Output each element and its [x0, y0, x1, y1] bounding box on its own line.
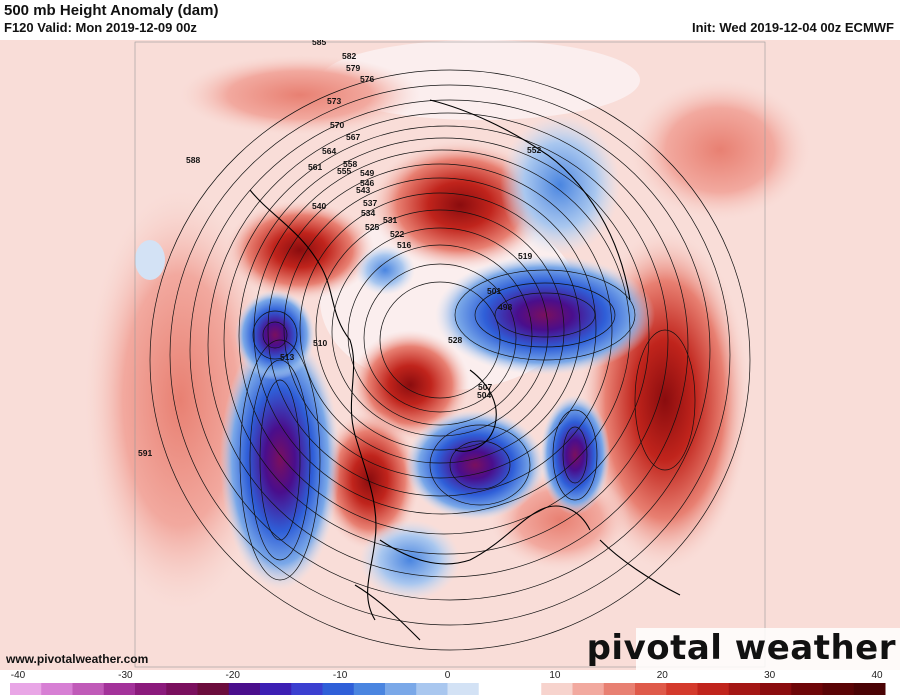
colorbar [10, 683, 886, 695]
anomaly-map: 585 582 579 576 573 570 567 564 561 558 … [0, 40, 900, 670]
colorbar-swatch [541, 683, 573, 695]
contour-label: 498 [498, 302, 512, 312]
brand-logo: pivotal weather [586, 628, 896, 668]
contour-label: 579 [346, 63, 360, 73]
colorbar-swatch [228, 683, 261, 695]
contour-label: 516 [397, 240, 411, 250]
colorbar-tick-label: 40 [871, 670, 883, 681]
map-title: 500 mb Height Anomaly (dam) [4, 2, 219, 19]
colorbar-swatch [478, 683, 511, 695]
colorbar-swatch [635, 683, 667, 695]
colorbar-swatch [510, 683, 542, 695]
colorbar-tick-label: 10 [549, 670, 561, 681]
contour-label: 537 [363, 198, 377, 208]
colorbar-swatch [135, 683, 167, 695]
colorbar-swatch [447, 683, 480, 695]
contour-label: 573 [327, 96, 341, 106]
negative-anomalies [135, 115, 655, 600]
colorbar-tick-label: 0 [444, 670, 451, 681]
colorbar-swatch [666, 683, 698, 695]
colorbar-swatch [853, 683, 886, 695]
colorbar-tick-label: -30 [118, 670, 133, 681]
colorbar-tick-label: 30 [764, 670, 776, 681]
website-url[interactable]: www.pivotalweather.com [6, 652, 149, 666]
contour-label: 528 [448, 335, 462, 345]
contour-label: 519 [518, 251, 532, 261]
colorbar-swatch [322, 683, 355, 695]
contour-label: 501 [487, 286, 501, 296]
header: 500 mb Height Anomaly (dam) F120 Valid: … [0, 0, 900, 40]
contour-label: 513 [280, 352, 294, 362]
colorbar-swatch [728, 683, 761, 695]
colorbar-swatch [197, 683, 230, 695]
contour-label: 522 [390, 229, 404, 239]
contour-label: 507 [478, 382, 492, 392]
coastlines [249, 99, 681, 641]
colorbar-swatch [10, 683, 42, 695]
colorbar-swatch [822, 683, 855, 695]
colorbar-swatch [572, 683, 605, 695]
contour-label: 531 [383, 215, 397, 225]
contour-label: 561 [308, 162, 322, 172]
colorbar-swatch [697, 683, 730, 695]
contour-label: 576 [360, 74, 374, 84]
colorbar-swatch [791, 683, 823, 695]
colorbar-swatch [291, 683, 323, 695]
contour-label: 549 [360, 168, 374, 178]
contour-label: 567 [346, 132, 360, 142]
contour-label: 525 [365, 222, 379, 232]
colorbar-swatch [603, 683, 636, 695]
colorbar-swatch [353, 683, 386, 695]
colorbar-tick-label: -20 [225, 670, 240, 681]
contour-label: 585 [312, 40, 326, 47]
brand-backdrop [636, 628, 900, 670]
contour-label: 558 [343, 159, 357, 169]
contour-label: 588 [186, 155, 200, 165]
positive-anomalies [85, 55, 810, 610]
colorbar-swatch [760, 683, 792, 695]
contour-label: 552 [527, 145, 541, 155]
contour-label: 510 [313, 338, 327, 348]
contour-label: 555 [337, 166, 351, 176]
contour-label: 546 [360, 178, 374, 188]
init-time: Init: Wed 2019-12-04 00z ECMWF [691, 20, 894, 35]
height-contours [149, 69, 751, 651]
contour-label: 582 [342, 51, 356, 61]
colorbar-swatch [260, 683, 292, 695]
colorbar-tick-label: 20 [656, 670, 668, 681]
colorbar-swatch [72, 683, 105, 695]
contour-label: 564 [322, 146, 336, 156]
contour-label: 540 [312, 201, 326, 211]
contour-labels: 585 582 579 576 573 570 567 564 561 558 … [138, 40, 541, 458]
contour-label: 534 [361, 208, 375, 218]
contour-label: 591 [138, 448, 152, 458]
colorbar-swatch [41, 683, 73, 695]
colorbar-swatch [385, 683, 417, 695]
contour-label: 570 [330, 120, 344, 130]
contour-label: 543 [356, 185, 370, 195]
colorbar-swatch [416, 683, 448, 695]
colorbar-swatch [103, 683, 136, 695]
colorbar-swatch [166, 683, 198, 695]
colorbar-ticks: -40 -30 -20 -10 0 10 20 30 40 [0, 670, 900, 683]
valid-time: F120 Valid: Mon 2019-12-09 00z [4, 20, 197, 35]
colorbar-tick-label: -40 [10, 670, 26, 681]
colorbar-tick-label: -10 [332, 670, 348, 681]
map-frame [134, 41, 766, 668]
contour-label: 504 [477, 390, 491, 400]
